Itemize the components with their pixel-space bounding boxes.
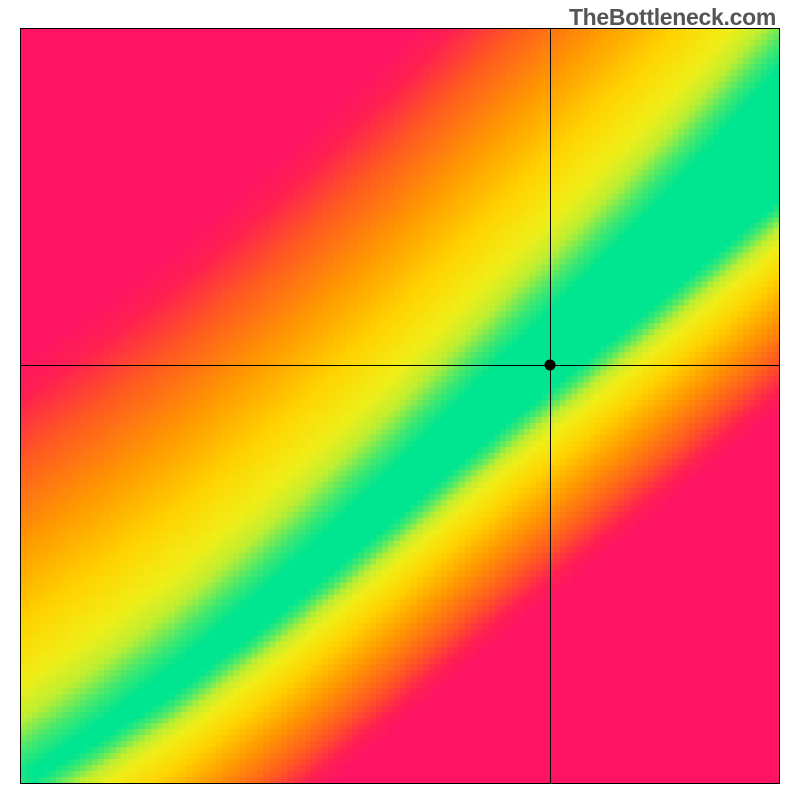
heatmap-canvas xyxy=(21,29,779,783)
bottleneck-heatmap xyxy=(20,28,780,784)
crosshair-horizontal xyxy=(21,365,779,366)
crosshair-vertical xyxy=(550,29,551,783)
crosshair-marker-dot xyxy=(544,359,555,370)
watermark-text: TheBottleneck.com xyxy=(569,4,776,31)
